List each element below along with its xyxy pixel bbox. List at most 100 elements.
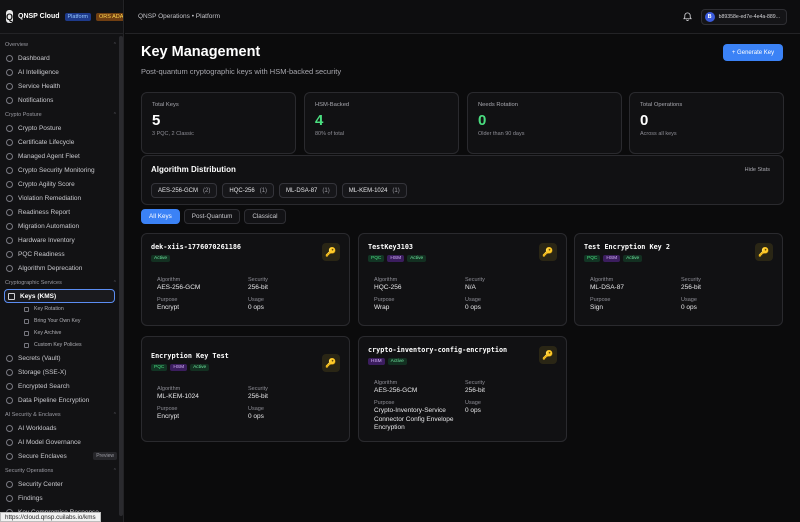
key-card[interactable]: crypto-inventory-config-encryption HSM A… — [358, 336, 567, 442]
algorithm-value: ML-KEM-1024 — [157, 393, 199, 400]
sidebar-item-storage-sse-x[interactable]: Storage (SSE-X) — [0, 365, 123, 379]
sidebar-item-certificate-lifecycle[interactable]: Certificate Lifecycle — [0, 135, 123, 149]
sidebar-subitem-byok[interactable]: Bring Your Own Key — [0, 315, 123, 327]
chip-name: AES-256-GCM — [158, 187, 199, 194]
pqc-badge: PQC — [584, 255, 601, 262]
sidebar-item-label: Crypto Posture — [18, 124, 62, 132]
sidebar-item-label: Security Center — [18, 480, 63, 488]
clock-icon — [6, 264, 13, 272]
section-crypto-posture[interactable]: Crypto Posture ⌃ — [0, 108, 123, 121]
key-card[interactable]: TestKey3103 PQC HSM Active 🔑 Algorithm H… — [358, 233, 567, 326]
sidebar-item-encrypted-search[interactable]: Encrypted Search — [0, 379, 123, 393]
key-icon[interactable]: 🔑 — [539, 346, 557, 364]
sidebar-subitem-custom-key-policies[interactable]: Custom Key Policies — [0, 339, 123, 351]
key-fields: Algorithm ML-DSA-87 Security 256-bit Pur… — [575, 277, 782, 337]
algorithm-chip[interactable]: AES-256-GCM (2) — [151, 183, 218, 198]
key-icon[interactable]: 🔑 — [322, 354, 340, 372]
sidebar-item-findings[interactable]: Findings — [0, 491, 123, 505]
chip-name: ML-KEM-1024 — [348, 187, 388, 194]
sidebar-item-label: Secure Enclaves — [18, 452, 67, 460]
sidebar-subitem-key-rotation[interactable]: Key Rotation — [0, 303, 123, 315]
security-value: 256-bit — [681, 284, 701, 291]
sidebar-item-security-center[interactable]: Security Center — [0, 477, 123, 491]
sidebar-item-keys-kms[interactable]: Keys (KMS) — [4, 289, 115, 303]
sidebar-item-ai-intelligence[interactable]: AI Intelligence — [0, 65, 123, 79]
tab-post-quantum[interactable]: Post-Quantum — [183, 209, 241, 224]
algorithm-label: Algorithm — [374, 380, 398, 386]
sidebar-item-crypto-agility-score[interactable]: Crypto Agility Score — [0, 177, 123, 191]
key-card[interactable]: Encryption Key Test PQC HSM Active 🔑 Alg… — [141, 336, 350, 442]
sidebar-item-secrets-vault[interactable]: Secrets (Vault) — [0, 351, 123, 365]
sidebar-item-managed-agent-fleet[interactable]: Managed Agent Fleet — [0, 149, 123, 163]
hide-stats-button[interactable]: Hide Stats — [744, 167, 770, 173]
sidebar-item-label: Custom Key Policies — [34, 342, 82, 348]
key-icon[interactable]: 🔑 — [755, 243, 773, 261]
sidebar-item-notifications[interactable]: Notifications — [0, 93, 123, 107]
section-cryptographic-services[interactable]: Cryptographic Services ⌃ — [0, 276, 123, 289]
key-badges: PQC HSM Active — [368, 255, 427, 262]
sidebar-item-label: Migration Automation — [18, 222, 80, 230]
sidebar-item-violation-remediation[interactable]: Violation Remediation — [0, 191, 123, 205]
avatar: B — [704, 11, 715, 22]
sidebar-item-hardware-inventory[interactable]: Hardware Inventory — [0, 233, 123, 247]
algorithm-value: ML-DSA-87 — [590, 284, 624, 291]
sidebar-item-service-health[interactable]: Service Health — [0, 79, 123, 93]
stat-value: 0 — [640, 112, 649, 129]
sidebar-item-label: Keys (KMS) — [20, 292, 57, 300]
sidebar-item-ai-model-governance[interactable]: AI Model Governance — [0, 435, 123, 449]
brand-header[interactable]: Q QNSP Cloud Platform ORS ADA — [0, 0, 123, 34]
sidebar-item-crypto-posture[interactable]: Crypto Posture — [0, 121, 123, 135]
algorithm-chip[interactable]: HQC-256 (1) — [222, 183, 275, 198]
gauge-icon — [6, 180, 13, 188]
algorithm-chip[interactable]: ML-DSA-87 (1) — [279, 183, 337, 198]
bell-icon[interactable] — [683, 12, 693, 22]
sidebar-item-data-pipeline-encryption[interactable]: Data Pipeline Encryption — [0, 393, 123, 407]
section-overview[interactable]: Overview ⌃ — [0, 38, 123, 51]
key-icon[interactable]: 🔑 — [322, 243, 340, 261]
stat-label: HSM-Backed — [315, 102, 350, 108]
stat-value: 0 — [478, 112, 487, 129]
sidebar-item-label: Service Health — [18, 82, 61, 90]
stat-total-operations: Total Operations 0 Across all keys — [629, 92, 784, 154]
sidebar-scrollbar[interactable] — [119, 36, 123, 516]
key-fields: Algorithm AES-256-GCM Security 256-bit P… — [359, 380, 566, 440]
shield-icon — [6, 124, 13, 132]
sidebar-item-label: Violation Remediation — [18, 194, 82, 202]
activity-icon — [6, 82, 13, 90]
sidebar-item-secure-enclaves[interactable]: Secure Enclaves Preview — [0, 449, 123, 463]
purpose-value: Wrap — [374, 304, 390, 311]
status-badge: Active — [151, 255, 171, 262]
key-icon[interactable]: 🔑 — [539, 243, 557, 261]
rotate-icon — [24, 306, 29, 312]
purpose-value: Crypto-Inventory-Service Connector Confi… — [374, 407, 454, 431]
hsm-badge: HSM — [368, 358, 385, 365]
usage-label: Usage — [681, 297, 697, 303]
sidebar-subitem-key-archive[interactable]: Key Archive — [0, 327, 123, 339]
tab-all-keys[interactable]: All Keys — [141, 209, 180, 224]
sidebar-item-ai-workloads[interactable]: AI Workloads — [0, 421, 123, 435]
key-badges: PQC HSM Active — [151, 364, 210, 371]
hsm-badge: HSM — [603, 255, 621, 262]
sidebar-item-crypto-security-monitoring[interactable]: Crypto Security Monitoring — [0, 163, 123, 177]
generate-key-button[interactable]: + Generate Key — [723, 44, 783, 61]
shield-check-icon — [6, 480, 13, 488]
pqc-badge: PQC — [151, 364, 168, 371]
key-card[interactable]: dek-xiis-1776070261186 Active 🔑 Algorith… — [141, 233, 350, 326]
algorithm-chip[interactable]: ML-KEM-1024 (1) — [341, 183, 407, 198]
section-ai-security[interactable]: AI Security & Enclaves ⌃ — [0, 408, 123, 421]
sidebar: Q QNSP Cloud Platform ORS ADA Overview ⌃ … — [0, 0, 124, 522]
section-security-operations[interactable]: Security Operations ⌃ — [0, 464, 123, 477]
sidebar-item-algorithm-deprecation[interactable]: Algorithm Deprecation — [0, 261, 123, 275]
status-url: https://cloud.qnsp.cuilabs.io/kms — [0, 512, 101, 522]
key-card[interactable]: Test Encryption Key 2 PQC HSM Active 🔑 A… — [574, 233, 783, 326]
sidebar-item-readiness-report[interactable]: Readiness Report — [0, 205, 123, 219]
bell-glyph — [683, 12, 692, 21]
sidebar-item-dashboard[interactable]: Dashboard — [0, 51, 123, 65]
user-menu[interactable]: B b89358e-ed7e-4e4a-889... — [700, 8, 787, 25]
stat-hsm-backed: HSM-Backed 4 80% of total — [304, 92, 459, 154]
search-icon — [6, 382, 13, 390]
purpose-label: Purpose — [157, 406, 178, 412]
sidebar-item-pqc-readiness[interactable]: PQC Readiness — [0, 247, 123, 261]
sidebar-item-migration-automation[interactable]: Migration Automation — [0, 219, 123, 233]
tab-classical[interactable]: Classical — [244, 209, 286, 224]
